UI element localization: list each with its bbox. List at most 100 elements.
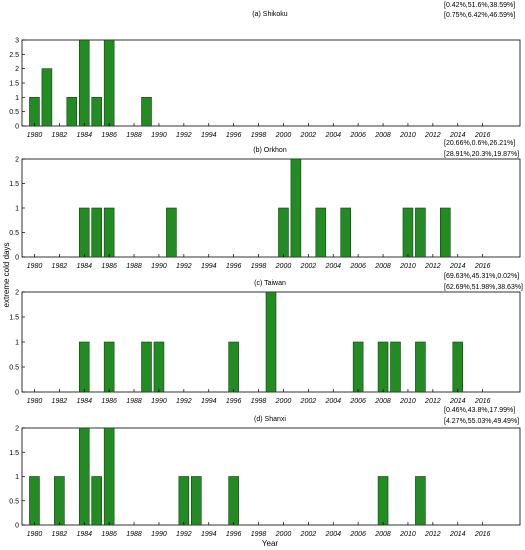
x-tick-label: 2002: [300, 132, 317, 139]
y-tick-label: 1.5: [9, 450, 19, 457]
x-tick-label: 2002: [300, 263, 317, 270]
panel-annotation: [0.46%,43.8%,17.99%]: [444, 407, 515, 414]
x-tick-label: 2012: [424, 398, 441, 405]
x-tick-label: 1988: [126, 531, 142, 538]
x-tick-label: 1980: [27, 398, 43, 405]
x-tick-label: 1996: [226, 398, 242, 405]
panel-title: (a) Shikoku: [252, 11, 288, 18]
x-tick-label: 1988: [126, 263, 142, 270]
bar: [340, 207, 351, 258]
y-tick-label: 1.5: [9, 315, 19, 322]
panel-title: (b) Orkhon: [253, 147, 287, 154]
x-tick-label: 1990: [151, 263, 167, 270]
x-tick-label: 1998: [251, 398, 267, 405]
y-tick-label: 0: [15, 255, 19, 262]
x-tick-label: 2012: [424, 132, 441, 139]
bar: [141, 341, 152, 393]
x-tick-label: 1984: [76, 398, 92, 405]
panel-annotation: [0.75%,6.42%,46.59%]: [444, 12, 515, 19]
x-tick-label: 2002: [300, 398, 317, 405]
bar: [440, 207, 451, 258]
y-tick-label: 0.5: [9, 498, 19, 505]
chart-panel: 0 0.5 1 1.5 2 1980 1982 1984 1986 1988 1990 1992 199…: [9, 140, 521, 270]
bar: [153, 341, 165, 393]
x-tick-label: 2004: [324, 398, 341, 405]
x-tick-label: 1986: [101, 398, 117, 405]
x-tick-label: 1992: [176, 398, 192, 405]
x-axis-label: Year: [262, 539, 279, 548]
bar: [78, 341, 90, 393]
x-tick-label: 2008: [374, 263, 391, 270]
x-tick-label: 2014: [449, 398, 466, 405]
y-tick-label: 0.5: [9, 109, 19, 116]
bar: [265, 291, 277, 393]
bar: [141, 97, 152, 127]
x-tick-label: 2012: [424, 263, 441, 270]
x-tick-label: 2010: [399, 398, 416, 405]
x-tick-label: 1986: [101, 531, 117, 538]
bar: [54, 476, 65, 526]
x-tick-label: 2004: [324, 531, 341, 538]
x-tick-label: 1980: [27, 132, 43, 139]
x-tick-label: 1990: [151, 132, 167, 139]
bar: [191, 476, 202, 526]
panel-annotation: [4.27%,55.03%,49.49%]: [444, 418, 519, 425]
bar: [377, 341, 389, 393]
bar: [228, 476, 239, 526]
bar: [78, 427, 90, 526]
bar: [278, 207, 289, 258]
chart-panel: 0 0.5 1 1.5 2 1980 1982 1984 1986 1988 1990 1992 199…: [9, 407, 521, 538]
bar: [103, 427, 115, 526]
x-tick-label: 1984: [76, 263, 92, 270]
x-tick-label: 2014: [449, 531, 466, 538]
bar: [29, 97, 40, 127]
y-tick-label: 0: [15, 523, 19, 530]
bar: [290, 158, 302, 258]
bar: [78, 207, 90, 258]
x-tick-label: 1984: [76, 531, 92, 538]
x-tick-label: 1990: [151, 531, 167, 538]
y-tick-label: 3: [15, 38, 19, 45]
x-tick-label: 1986: [101, 132, 117, 139]
bar: [178, 476, 190, 526]
panel-title: (c) Taiwan: [254, 280, 286, 287]
x-tick-label: 1990: [151, 398, 167, 405]
panel-annotation: [0.42%,51.6%,38.59%]: [444, 2, 515, 9]
x-tick-label: 2016: [474, 263, 491, 270]
x-tick-label: 2010: [399, 132, 416, 139]
x-tick-label: 1992: [176, 531, 192, 538]
x-tick-label: 2012: [424, 531, 441, 538]
bar: [103, 207, 115, 258]
chart-panel: 0 0.5 1 1.5 2 1980 1982 1984 1986 1988 1990 1992 199…: [9, 273, 523, 405]
x-tick-label: 1994: [201, 398, 217, 405]
y-tick-label: 1.5: [9, 81, 19, 88]
x-tick-label: 2014: [449, 263, 466, 270]
x-tick-label: 1980: [27, 531, 43, 538]
x-tick-label: 2004: [324, 263, 341, 270]
panel-title: (d) Shanxi: [254, 416, 286, 423]
x-tick-label: 1992: [176, 132, 192, 139]
x-tick-label: 1994: [201, 263, 217, 270]
x-tick-label: 2016: [474, 531, 491, 538]
bar: [377, 476, 389, 526]
x-tick-label: 1998: [251, 531, 267, 538]
x-tick-label: 2016: [474, 132, 491, 139]
x-tick-label: 2006: [349, 398, 366, 405]
bar: [41, 68, 53, 127]
x-tick-label: 1984: [76, 132, 92, 139]
x-tick-label: 1986: [101, 263, 117, 270]
x-tick-label: 2008: [374, 132, 391, 139]
x-tick-label: 1996: [226, 263, 242, 270]
y-tick-label: 1: [15, 340, 19, 347]
y-tick-label: 0.5: [9, 230, 19, 237]
x-tick-label: 1980: [27, 263, 43, 270]
bar: [452, 341, 464, 393]
panel-annotation: [69.63%,45.31%,0.02%]: [444, 273, 519, 280]
x-tick-label: 2000: [275, 398, 292, 405]
x-tick-label: 2016: [474, 398, 491, 405]
y-tick-label: 2: [15, 157, 19, 164]
x-tick-label: 1982: [52, 263, 68, 270]
x-tick-label: 1988: [126, 398, 142, 405]
x-tick-label: 2006: [349, 531, 366, 538]
